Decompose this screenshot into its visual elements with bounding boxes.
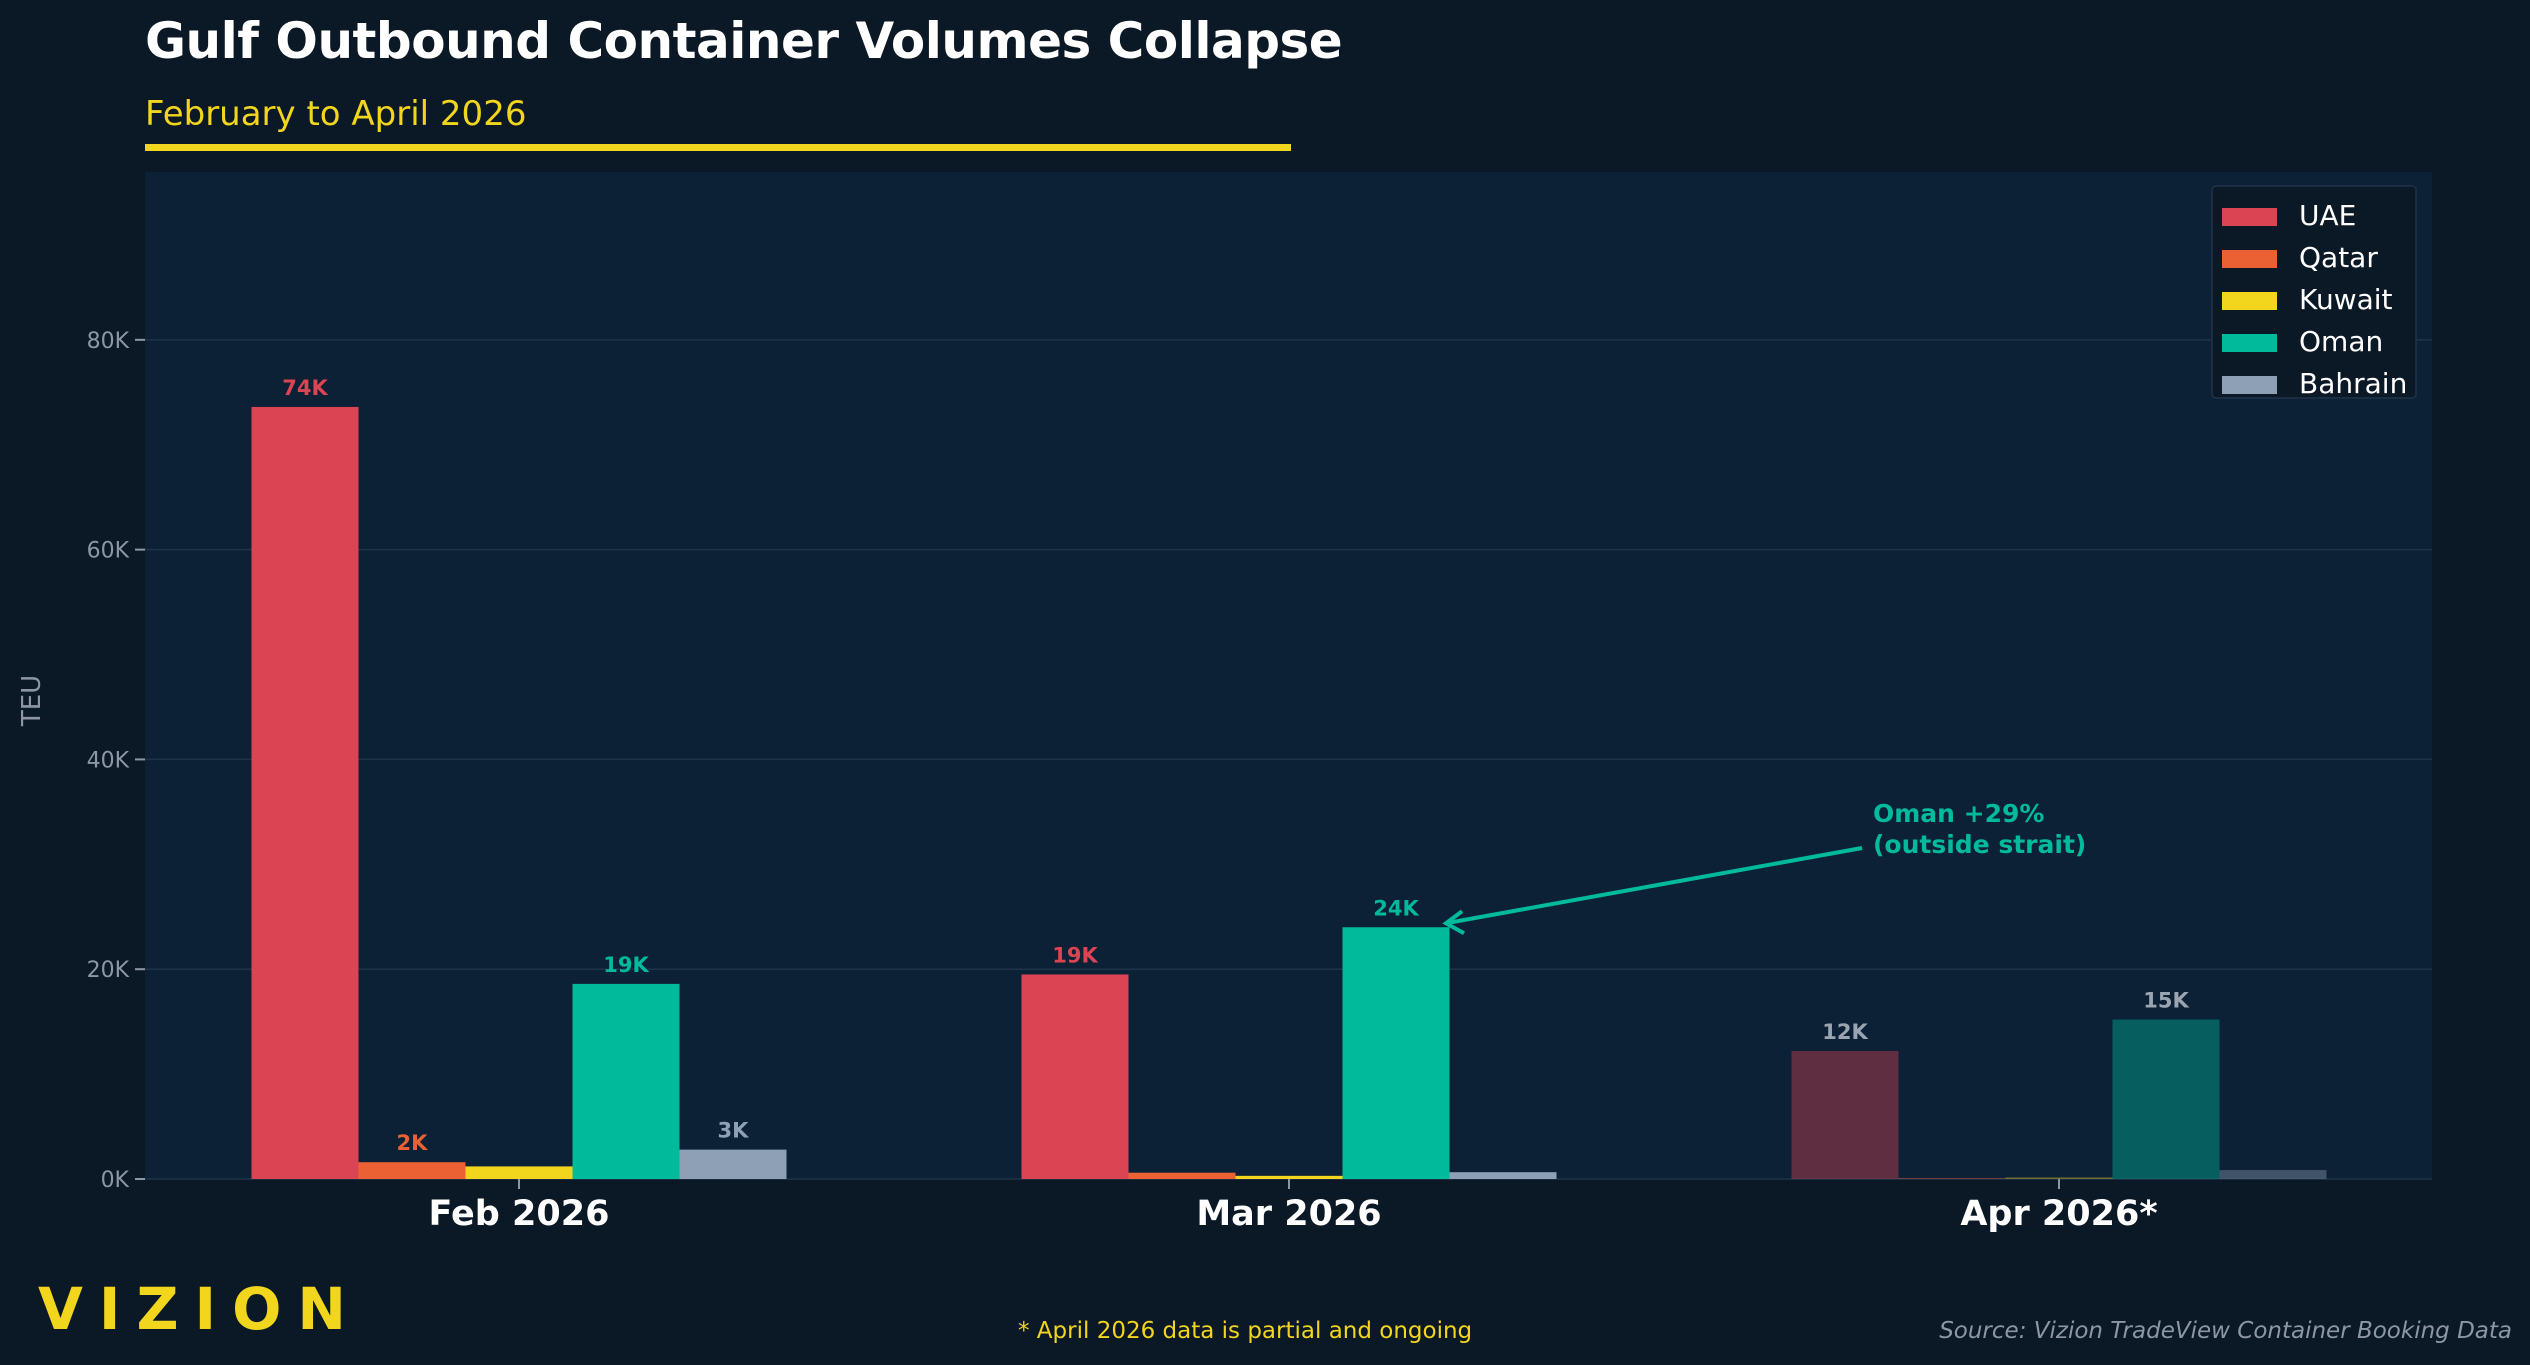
bar-data-label: 19K (603, 953, 649, 977)
bar-data-label: 2K (397, 1131, 429, 1155)
annotation-text-line1: Oman +29% (1873, 799, 2044, 828)
source-note: Source: Vizion TradeView Container Booki… (1939, 1318, 2512, 1344)
bar-bahrain (2219, 1170, 2327, 1179)
bar-bahrain (1449, 1172, 1557, 1179)
annotation-text-line2: (outside strait) (1873, 830, 2086, 859)
bar-kuwait (2005, 1177, 2113, 1179)
vizion-logo: VIZION (38, 1275, 362, 1343)
y-tick-label: 60K (87, 539, 130, 564)
bar-bahrain (679, 1149, 787, 1179)
bar-qatar (1898, 1177, 2006, 1179)
plot-area (145, 172, 2432, 1179)
legend-swatch-bahrain (2222, 376, 2277, 394)
legend-swatch-kuwait (2222, 292, 2277, 310)
legend-label-uae: UAE (2299, 199, 2356, 232)
legend-label-bahrain: Bahrain (2299, 367, 2407, 400)
y-tick-label: 80K (87, 329, 130, 354)
bar-kuwait (465, 1166, 573, 1179)
bar-qatar (1128, 1172, 1236, 1179)
annotation-arrow (1445, 846, 1863, 926)
x-tick-label: Apr 2026* (1960, 1194, 2157, 1234)
bar-data-label: 74K (282, 376, 328, 400)
legend-label-kuwait: Kuwait (2299, 283, 2393, 316)
legend-swatch-oman (2222, 334, 2277, 352)
bar-uae (1021, 974, 1129, 1179)
y-tick-label: 0K (101, 1168, 130, 1193)
legend-swatch-qatar (2222, 250, 2277, 268)
bar-data-label: 3K (718, 1119, 750, 1143)
y-tick-label: 40K (87, 748, 130, 773)
chart-title: Gulf Outbound Container Volumes Collapse (145, 12, 1343, 70)
bar-oman (572, 983, 680, 1179)
y-axis-label: TEU (17, 675, 47, 727)
bar-uae (251, 406, 359, 1179)
bar-uae (1791, 1051, 1899, 1179)
x-tick-label: Feb 2026 (429, 1194, 610, 1234)
bar-kuwait (1235, 1175, 1343, 1179)
partial-data-footnote: * April 2026 data is partial and ongoing (1018, 1318, 1473, 1344)
subtitle-underline (145, 144, 1291, 151)
x-tick-label: Mar 2026 (1196, 1194, 1381, 1234)
y-tick-label: 20K (87, 958, 130, 983)
bar-data-label: 15K (2143, 989, 2189, 1013)
bar-data-label: 12K (1822, 1020, 1868, 1044)
bar-oman (1342, 927, 1450, 1179)
legend-label-qatar: Qatar (2299, 241, 2378, 274)
bar-data-label: 19K (1052, 943, 1098, 967)
legend-swatch-uae (2222, 208, 2277, 226)
bar-qatar (358, 1162, 466, 1179)
annotation-arrowhead (1442, 909, 1465, 935)
legend: UAE Qatar Kuwait Oman Bahrain (2211, 185, 2417, 400)
chart-subtitle: February to April 2026 (145, 94, 527, 134)
bar-data-label: 24K (1373, 896, 1419, 920)
bar-oman (2112, 1019, 2220, 1179)
legend-label-oman: Oman (2299, 325, 2383, 358)
